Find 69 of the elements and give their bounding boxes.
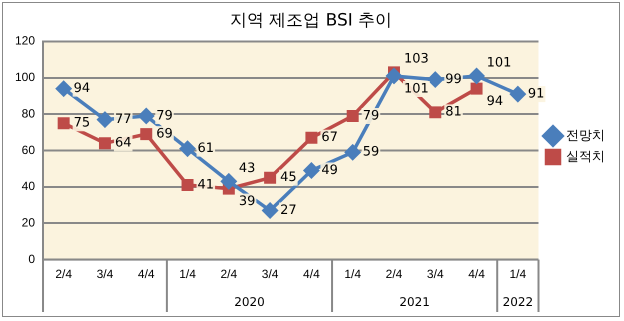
data-label: 103 bbox=[404, 52, 429, 67]
data-label: 49 bbox=[321, 162, 338, 178]
point bbox=[264, 172, 276, 184]
y-tick-label: 40 bbox=[22, 179, 36, 194]
data-label: 67 bbox=[321, 130, 338, 146]
point bbox=[386, 68, 402, 84]
x-tick-label: 4/4 bbox=[138, 267, 155, 282]
y-tick-label: 0 bbox=[28, 252, 36, 266]
x-tick-label: 2/4 bbox=[386, 267, 403, 282]
text: 2021 bbox=[399, 294, 430, 309]
point bbox=[58, 117, 70, 130]
data-label: 101 bbox=[404, 81, 429, 96]
data-label: 59 bbox=[362, 144, 380, 160]
x-tick-label: 2/4 bbox=[220, 267, 238, 282]
point bbox=[305, 132, 318, 144]
point bbox=[470, 82, 483, 95]
y-tick-label: 120 bbox=[14, 34, 36, 48]
point bbox=[180, 140, 196, 156]
y-tick-label: 100 bbox=[14, 70, 36, 84]
point bbox=[262, 202, 278, 218]
x-tick-label: 3/4 bbox=[262, 267, 279, 282]
point bbox=[428, 72, 444, 88]
point bbox=[182, 179, 194, 192]
point bbox=[304, 162, 320, 178]
x-tick-label: 1/4 bbox=[344, 267, 362, 282]
data-label: 41 bbox=[198, 177, 214, 192]
data-label: 79 bbox=[156, 108, 173, 124]
point bbox=[346, 110, 359, 122]
x-tick-label: 2/4 bbox=[55, 267, 72, 282]
data-label: 94 bbox=[486, 94, 504, 110]
point bbox=[221, 174, 237, 190]
point bbox=[468, 68, 484, 84]
x-tick-label: 1/4 bbox=[179, 267, 196, 282]
point bbox=[138, 108, 154, 124]
y-tick-label: 80 bbox=[22, 106, 36, 120]
point bbox=[429, 106, 442, 118]
point bbox=[98, 137, 111, 150]
x-tick-label: 4/4 bbox=[303, 267, 320, 282]
point bbox=[344, 144, 360, 160]
data-label: 91 bbox=[528, 86, 544, 102]
data-label: 27 bbox=[280, 202, 297, 218]
data-label: 45 bbox=[280, 170, 297, 186]
x-tick-label: 3/4 bbox=[426, 267, 444, 282]
point bbox=[56, 80, 72, 96]
data-label: 69 bbox=[156, 126, 173, 142]
data-label: 61 bbox=[198, 141, 214, 156]
legend-label: 실적치 bbox=[566, 148, 605, 164]
point bbox=[140, 128, 152, 140]
point bbox=[97, 112, 113, 128]
data-label: 77 bbox=[114, 112, 132, 127]
data-label: 39 bbox=[238, 194, 256, 210]
chart-title: 지역 제조업 BSI 추이 bbox=[230, 10, 392, 31]
text: 2022 bbox=[502, 294, 534, 309]
data-label: 64 bbox=[114, 136, 132, 151]
y-tick-label: 60 bbox=[22, 142, 36, 157]
text: 2020 bbox=[234, 294, 265, 309]
y-tick-label: 20 bbox=[22, 216, 36, 230]
data-label: 79 bbox=[362, 108, 380, 124]
point bbox=[510, 86, 526, 102]
data-label: 99 bbox=[445, 72, 462, 87]
legend-label: 전망치 bbox=[566, 128, 605, 143]
data-label: 94 bbox=[74, 81, 90, 96]
x-tick-label: 1/4 bbox=[510, 267, 527, 282]
data-label: 43 bbox=[238, 160, 256, 176]
data-label: 81 bbox=[445, 104, 462, 120]
data-label: 75 bbox=[74, 116, 90, 131]
x-tick-label: 4/4 bbox=[468, 267, 486, 282]
x-tick-label: 3/4 bbox=[96, 267, 114, 282]
data-label: 101 bbox=[486, 55, 512, 70]
